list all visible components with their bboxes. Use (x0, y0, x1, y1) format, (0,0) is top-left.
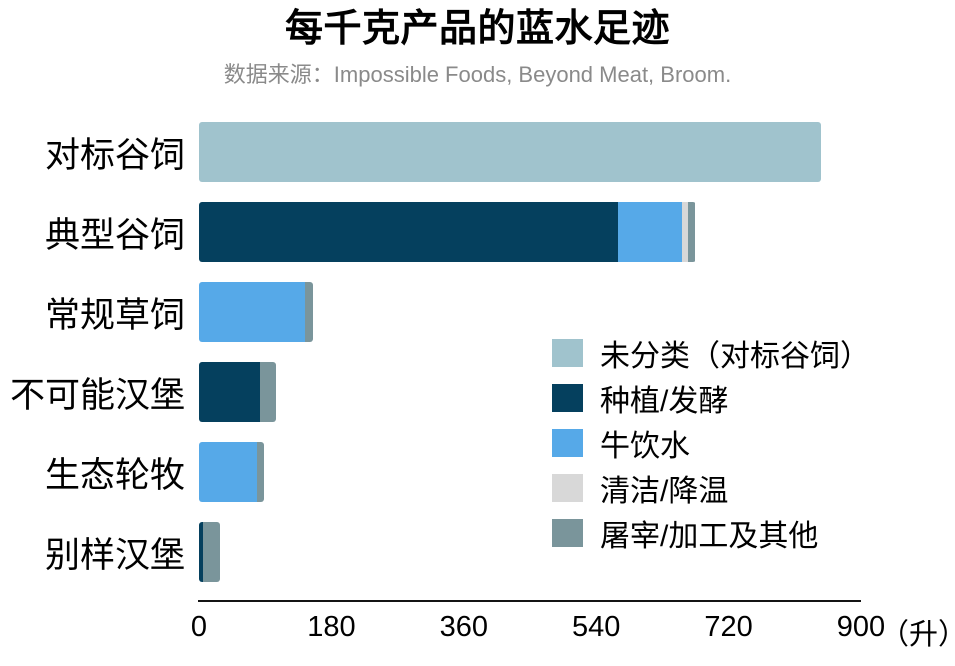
bar-segment-slaughter_processing_other (202, 522, 220, 582)
bar-row: 对标谷饲 (0, 122, 955, 182)
chart-title: 每千克产品的蓝水足迹 (284, 8, 670, 50)
category-label: 对标谷饲 (44, 135, 185, 175)
legend-swatch-cattle_drinking_water (552, 428, 583, 457)
x-axis-tick-label: 360 (439, 611, 488, 643)
x-axis-tick-label: 0 (190, 611, 208, 643)
bar-track (199, 362, 277, 422)
legend-label: 清洁/降温 (600, 474, 729, 508)
legend-item: 牛饮水 (552, 420, 870, 465)
bar-segment-cultivation_fermentation (199, 202, 619, 262)
bar-row: 常规草饲 (0, 282, 955, 342)
legend-label: 屠宰/加工及其他 (600, 519, 819, 553)
bar-segment-cultivation_fermentation (199, 522, 203, 582)
bar-row: 不可能汉堡 (0, 362, 955, 422)
x-axis-tick-label: 900 (836, 611, 886, 643)
bar-track (199, 442, 265, 502)
bar-segment-cattle_drinking_water (199, 282, 305, 342)
bar-row: 别样汉堡 (0, 522, 955, 582)
bar-segment-slaughter_processing_other (257, 442, 265, 502)
bar-track (199, 122, 821, 182)
bar-track (199, 202, 696, 262)
legend-item: 清洁/降温 (552, 465, 870, 510)
category-label: 不可能汉堡 (9, 375, 185, 415)
bar-segment-cattle_drinking_water (199, 442, 258, 502)
bar-row: 生态轮牧 (0, 442, 955, 502)
legend-label: 牛饮水 (600, 429, 690, 463)
bar-segment-uncategorized (199, 122, 821, 182)
bar-row: 典型谷饲 (0, 202, 955, 262)
legend-item: 种植/发酵 (552, 375, 870, 420)
bar-segment-slaughter_processing_other (260, 362, 277, 422)
bar-track (199, 282, 313, 342)
bar-segment-cattle_drinking_water (618, 202, 683, 262)
x-axis-unit-label: （升） (880, 619, 955, 651)
bar-segment-slaughter_processing_other (688, 202, 696, 262)
x-axis-tick-label: 540 (571, 611, 621, 643)
bar-segment-cleaning_cooling (682, 202, 689, 262)
legend-item: 未分类（对标谷饲） (552, 330, 870, 375)
legend-swatch-cultivation_fermentation (552, 383, 583, 412)
category-label: 常规草饲 (44, 295, 185, 335)
legend-item: 屠宰/加工及其他 (552, 510, 870, 555)
x-axis-line (198, 600, 861, 602)
x-axis-tick-label: 720 (704, 611, 753, 643)
bar-track (199, 522, 220, 582)
legend-swatch-slaughter_processing_other (552, 518, 583, 547)
bar-segment-slaughter_processing_other (304, 282, 313, 342)
category-label: 别样汉堡 (44, 535, 185, 575)
category-label: 生态轮牧 (44, 455, 185, 495)
legend-swatch-uncategorized (552, 338, 583, 367)
legend-label: 种植/发酵 (600, 384, 729, 418)
legend-label: 未分类（对标谷饲） (600, 339, 870, 373)
category-label: 典型谷饲 (44, 215, 185, 255)
legend-swatch-cleaning_cooling (552, 473, 583, 502)
chart-subtitle: 数据来源：Impossible Foods, Beyond Meat, Broo… (223, 62, 732, 87)
bar-segment-cultivation_fermentation (199, 362, 261, 422)
x-axis-tick-label: 180 (307, 611, 356, 643)
legend: 未分类（对标谷饲） 种植/发酵牛饮水清洁/降温屠宰/加工及其他 (552, 330, 870, 555)
